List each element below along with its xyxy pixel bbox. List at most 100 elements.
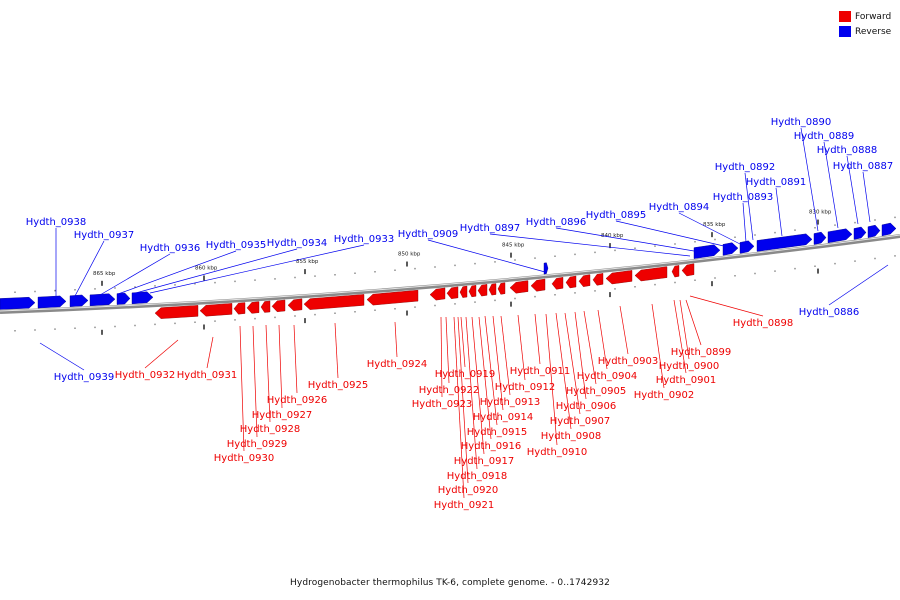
gene-label[interactable]: Hydth_0907: [550, 416, 611, 427]
gene-label[interactable]: Hydth_0889: [794, 131, 855, 142]
gene-label[interactable]: Hydth_0928: [240, 424, 301, 435]
gene-label[interactable]: Hydth_0893: [713, 192, 774, 203]
gene-label[interactable]: Hydth_0899: [671, 347, 732, 358]
forward-gene-arrow[interactable]: [530, 278, 546, 292]
gene-label[interactable]: Hydth_0917: [454, 456, 515, 467]
gene-label[interactable]: Hydth_0890: [771, 117, 832, 128]
legend-forward: Forward: [839, 9, 891, 24]
forward-gene-arrow[interactable]: [303, 294, 365, 310]
gene-label[interactable]: Hydth_0935: [206, 240, 267, 251]
gene-label[interactable]: Hydth_0910: [527, 447, 588, 458]
forward-gene-arrow[interactable]: [154, 305, 199, 319]
gene-label[interactable]: Hydth_0915: [467, 427, 528, 438]
gene-label[interactable]: Hydth_0938: [26, 217, 87, 228]
gene-label[interactable]: Hydth_0904: [577, 371, 638, 382]
gene-label[interactable]: Hydth_0905: [566, 386, 627, 397]
reverse-gene-arrow[interactable]: [693, 244, 721, 259]
gene-label[interactable]: Hydth_0895: [586, 210, 647, 221]
gene-label[interactable]: Hydth_0886: [799, 307, 860, 318]
gene-label[interactable]: Hydth_0901: [656, 375, 717, 386]
forward-gene-arrow[interactable]: [551, 277, 564, 290]
leader-line: [453, 316, 465, 499]
forward-gene-arrow[interactable]: [634, 266, 668, 282]
gene-label[interactable]: Hydth_0924: [367, 359, 428, 370]
forward-gene-arrow[interactable]: [477, 284, 488, 297]
forward-gene-arrow[interactable]: [565, 275, 577, 289]
gene-label[interactable]: Hydth_0900: [659, 361, 720, 372]
gene-label[interactable]: Hydth_0892: [715, 162, 776, 173]
gene-label[interactable]: Hydth_0888: [817, 145, 878, 156]
reverse-gene-arrow[interactable]: [0, 296, 36, 310]
gene-label[interactable]: Hydth_0939: [54, 372, 115, 383]
reverse-gene-arrow[interactable]: [881, 222, 897, 237]
forward-gene-arrow[interactable]: [246, 301, 260, 314]
gene-label[interactable]: Hydth_0896: [526, 217, 587, 228]
gene-label[interactable]: Hydth_0930: [214, 453, 275, 464]
gene-label[interactable]: Hydth_0909: [398, 229, 459, 240]
forward-gene-arrow[interactable]: [578, 274, 591, 287]
reverse-gene-arrow[interactable]: [722, 242, 739, 256]
gene-label[interactable]: Hydth_0925: [308, 380, 369, 391]
gene-label[interactable]: Hydth_0911: [510, 366, 571, 377]
gene-label[interactable]: Hydth_0919: [435, 369, 496, 380]
reverse-gene-arrow[interactable]: [37, 295, 67, 309]
forward-gene-arrow[interactable]: [509, 280, 529, 294]
gene-label[interactable]: Hydth_0932: [115, 370, 176, 381]
gene-label[interactable]: Hydth_0902: [634, 390, 695, 401]
leader-line: [489, 233, 691, 257]
forward-gene-arrow[interactable]: [592, 273, 604, 286]
forward-gene-arrow[interactable]: [605, 270, 633, 285]
gene-label[interactable]: Hydth_0887: [833, 161, 894, 172]
gene-label[interactable]: Hydth_0936: [140, 243, 201, 254]
forward-gene-arrow[interactable]: [260, 300, 271, 313]
forward-gene-arrow[interactable]: [488, 283, 497, 296]
forward-gene-arrow[interactable]: [497, 282, 506, 295]
reverse-gene-arrow[interactable]: [131, 291, 154, 305]
gene-label[interactable]: Hydth_0937: [74, 230, 135, 241]
gene-label[interactable]: Hydth_0927: [252, 410, 313, 421]
forward-gene-arrow[interactable]: [287, 298, 303, 311]
gene-label[interactable]: Hydth_0921: [434, 500, 495, 511]
reverse-gene-arrow[interactable]: [543, 262, 549, 275]
gene-label[interactable]: Hydth_0933: [334, 234, 395, 245]
gene-label[interactable]: Hydth_0913: [480, 397, 541, 408]
reverse-gene-arrow[interactable]: [867, 224, 881, 238]
gene-label[interactable]: Hydth_0922: [419, 385, 480, 396]
gene-label[interactable]: Hydth_0929: [227, 439, 288, 450]
reverse-gene-arrow[interactable]: [827, 228, 853, 244]
gene-label[interactable]: Hydth_0891: [746, 177, 807, 188]
forward-gene-arrow[interactable]: [671, 265, 680, 278]
gene-label[interactable]: Hydth_0898: [733, 318, 794, 329]
reverse-gene-arrow[interactable]: [116, 292, 131, 305]
reverse-gene-arrow[interactable]: [739, 240, 755, 254]
forward-gene-arrow[interactable]: [681, 263, 695, 277]
gene-label[interactable]: Hydth_0926: [267, 395, 328, 406]
gene-label[interactable]: Hydth_0906: [556, 401, 617, 412]
gene-label[interactable]: Hydth_0918: [447, 471, 508, 482]
forward-gene-arrow[interactable]: [366, 289, 419, 306]
reverse-gene-arrow[interactable]: [813, 231, 827, 245]
forward-gene-arrow[interactable]: [271, 299, 286, 313]
reverse-gene-arrow[interactable]: [853, 226, 867, 240]
reverse-gene-arrow[interactable]: [69, 294, 89, 307]
gene-label[interactable]: Hydth_0934: [267, 238, 328, 249]
gene-label[interactable]: Hydth_0908: [541, 431, 602, 442]
leader-line: [619, 305, 629, 355]
reverse-gene-arrow[interactable]: [89, 293, 116, 307]
forward-gene-arrow[interactable]: [233, 302, 246, 315]
gene-label[interactable]: Hydth_0920: [438, 485, 499, 496]
gene-label[interactable]: Hydth_0916: [461, 441, 522, 452]
gene-label[interactable]: Hydth_0897: [460, 223, 521, 234]
forward-gene-arrow[interactable]: [459, 285, 468, 298]
reverse-gene-arrow[interactable]: [756, 233, 813, 252]
forward-gene-arrow[interactable]: [446, 286, 459, 299]
forward-gene-arrow[interactable]: [199, 303, 233, 317]
gene-label[interactable]: Hydth_0923: [412, 399, 473, 410]
gene-label[interactable]: Hydth_0894: [649, 202, 710, 213]
gene-label[interactable]: Hydth_0914: [473, 412, 534, 423]
forward-gene-arrow[interactable]: [429, 287, 446, 301]
gene-label[interactable]: Hydth_0931: [177, 370, 238, 381]
gene-label[interactable]: Hydth_0912: [495, 382, 556, 393]
gene-label[interactable]: Hydth_0903: [598, 356, 659, 367]
forward-gene-arrow[interactable]: [468, 285, 477, 298]
